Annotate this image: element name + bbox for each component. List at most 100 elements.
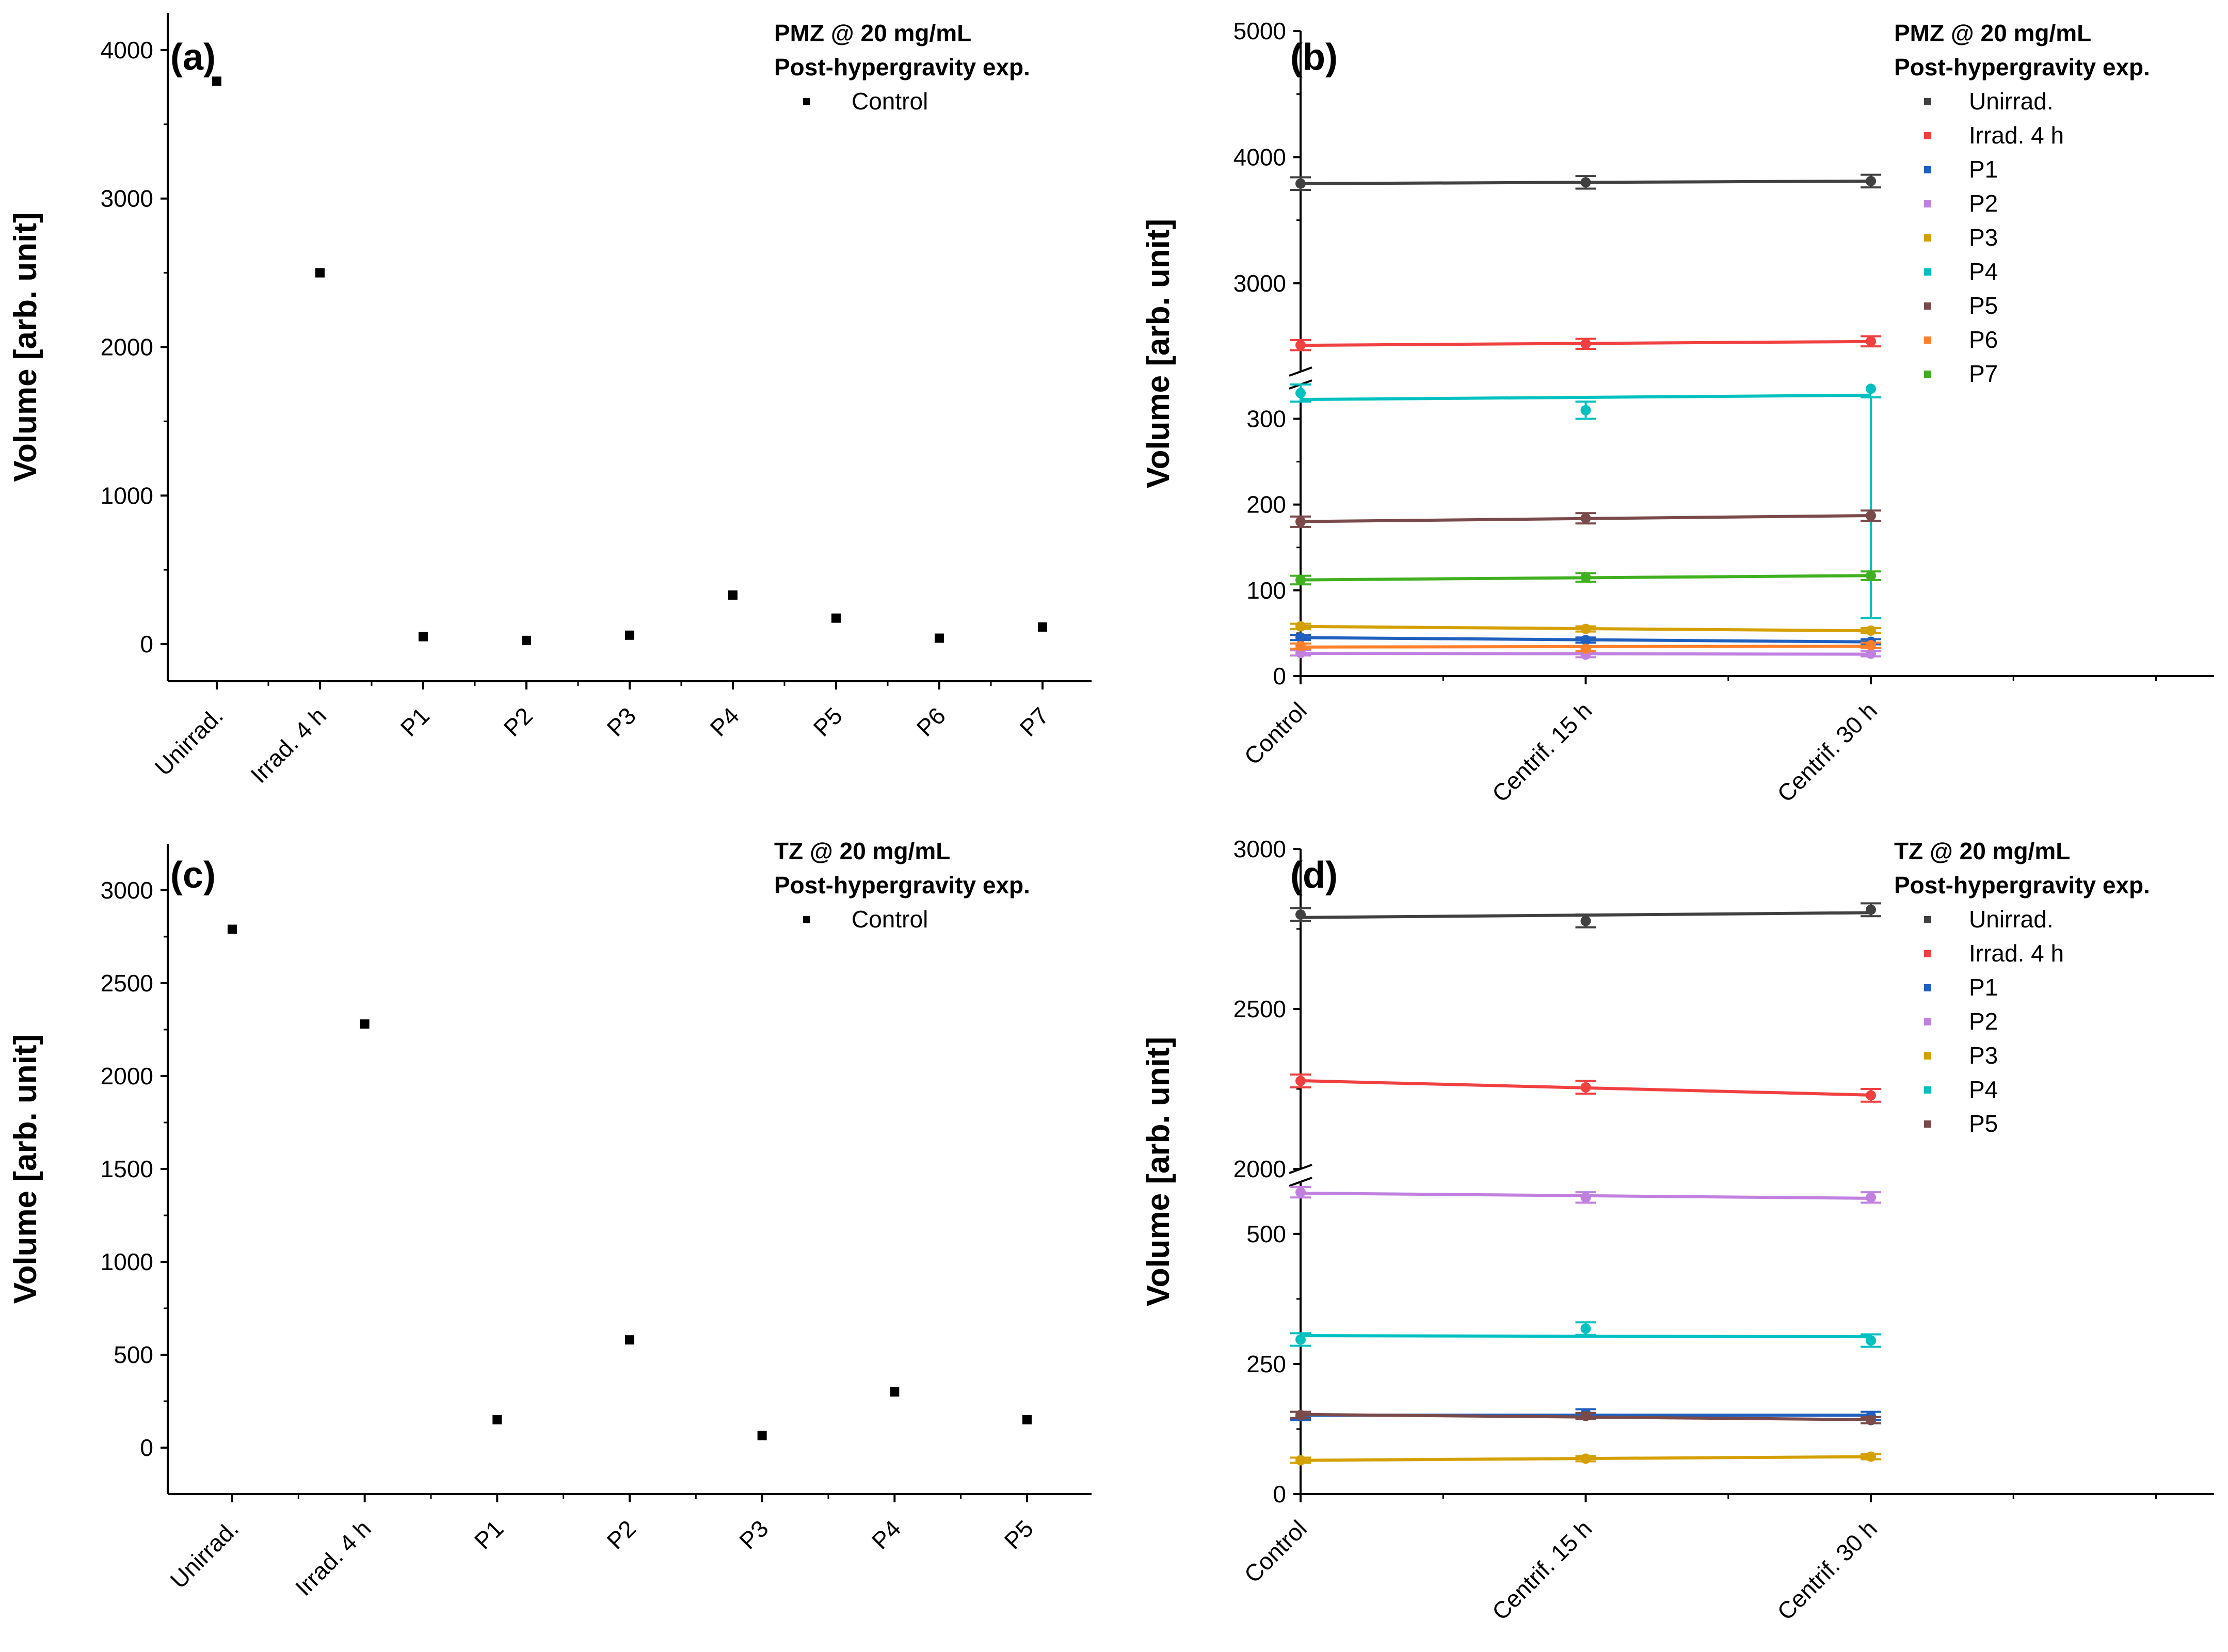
data-point xyxy=(831,613,841,623)
y-tick-label: 2000 xyxy=(1233,1156,1286,1182)
legend-marker xyxy=(1924,302,1931,310)
y-tick-label: 100 xyxy=(1246,577,1286,604)
y-tick-label: 200 xyxy=(1246,491,1286,518)
x-tick-label: P7 xyxy=(1015,702,1054,742)
y-axis-title: Volume [arb. unit] xyxy=(1141,1037,1176,1306)
data-point xyxy=(1038,622,1047,632)
y-tick-label: 4000 xyxy=(1233,143,1286,170)
series-irrad-4-h xyxy=(1290,1073,1881,1103)
series-unirrad- xyxy=(1290,173,1881,191)
data-point xyxy=(1295,388,1306,398)
data-point xyxy=(1295,1455,1306,1466)
legend-entry-label: P3 xyxy=(1969,224,1998,251)
data-point xyxy=(1295,1409,1306,1420)
data-point xyxy=(1580,177,1591,188)
legend-marker xyxy=(1924,1120,1931,1128)
x-tick-label: Irrad. 4 h xyxy=(290,1515,376,1601)
legend-marker xyxy=(803,916,810,923)
series-irrad-4-h xyxy=(1290,335,1881,351)
x-tick-label: Unirrad. xyxy=(150,702,228,780)
x-tick-label: P4 xyxy=(867,1515,906,1554)
data-point xyxy=(522,635,531,645)
x-tick-label: P1 xyxy=(395,702,435,742)
x-tick-label: P5 xyxy=(999,1515,1039,1554)
data-point xyxy=(1295,340,1306,350)
legend-marker xyxy=(1924,98,1931,105)
x-tick-label: Centrif. 15 h xyxy=(1487,1515,1597,1625)
data-point xyxy=(315,268,325,278)
legend-title: Post-hypergravity exp. xyxy=(774,54,1030,81)
data-point xyxy=(1580,643,1591,654)
legend-title: Post-hypergravity exp. xyxy=(1894,54,2150,81)
legend-entry-label: Control xyxy=(852,906,928,933)
y-tick-label: 3000 xyxy=(101,877,153,904)
legend-title: PMZ @ 20 mg/mL xyxy=(1894,20,2091,46)
data-point xyxy=(419,632,428,641)
data-point xyxy=(1580,1192,1591,1203)
y-tick-label: 300 xyxy=(1246,405,1286,432)
axis-break-mark xyxy=(1289,366,1312,377)
y-tick-label: 3000 xyxy=(101,185,153,212)
series-p4 xyxy=(1290,383,1881,619)
data-point xyxy=(1580,1410,1591,1421)
legend-entry-label: P4 xyxy=(1969,1076,1998,1103)
y-tick-label: 500 xyxy=(114,1341,153,1368)
data-point xyxy=(890,1387,900,1397)
x-tick-label: Irrad. 4 h xyxy=(245,702,331,788)
y-tick-label: 0 xyxy=(1273,1481,1286,1507)
data-point xyxy=(625,630,634,640)
data-point xyxy=(1580,1082,1591,1093)
series-unirrad- xyxy=(1290,902,1881,928)
data-point xyxy=(1295,909,1306,920)
data-point xyxy=(1866,625,1876,636)
x-tick-label: P1 xyxy=(469,1515,509,1554)
y-tick-label: 5000 xyxy=(1233,18,1286,44)
data-point xyxy=(1580,916,1591,926)
y-axis-title: Volume [arb. unit] xyxy=(8,212,43,482)
legend-entry-label: P1 xyxy=(1969,156,1998,183)
data-point xyxy=(1295,632,1306,643)
legend-marker xyxy=(1924,916,1931,923)
data-point xyxy=(360,1019,370,1029)
x-tick-label: P4 xyxy=(705,702,745,742)
legend-entry-label: Irrad. 4 h xyxy=(1969,940,2064,967)
data-point xyxy=(1866,1090,1876,1101)
data-point xyxy=(1580,1453,1591,1464)
data-point xyxy=(1866,383,1876,394)
series-control xyxy=(212,76,1047,645)
y-tick-label: 0 xyxy=(140,631,153,657)
y-tick-label: 3000 xyxy=(1233,270,1286,297)
legend-entry-label: P7 xyxy=(1969,360,1998,387)
y-tick-label: 4000 xyxy=(101,37,153,63)
data-point xyxy=(1580,635,1591,646)
y-tick-label: 1500 xyxy=(101,1156,153,1182)
data-point xyxy=(1580,1323,1591,1334)
legend-marker xyxy=(1924,371,1931,378)
series-p7 xyxy=(1290,570,1881,586)
x-tick-label: P2 xyxy=(602,1515,642,1554)
legend-title: TZ @ 20 mg/mL xyxy=(1894,838,2070,864)
legend-title: Post-hypergravity exp. xyxy=(1894,872,2150,899)
x-tick-label: P6 xyxy=(911,702,951,742)
data-point xyxy=(1866,1192,1876,1203)
legend-marker xyxy=(1924,234,1931,242)
x-tick-label: Control xyxy=(1239,697,1312,770)
data-point xyxy=(728,590,738,600)
data-point xyxy=(935,633,944,643)
legend-marker xyxy=(1924,1052,1931,1060)
legend-entry-label: P2 xyxy=(1969,1008,1998,1035)
legend-marker xyxy=(803,98,810,105)
y-tick-label: 0 xyxy=(140,1434,153,1461)
panel-label: (d) xyxy=(1290,855,1338,896)
legend-marker xyxy=(1924,268,1931,276)
legend-entry-label: P1 xyxy=(1969,974,1998,1001)
data-point xyxy=(1295,1187,1306,1198)
legend-entry-label: P5 xyxy=(1969,292,1998,319)
legend-entry-label: Control xyxy=(852,88,928,115)
data-point xyxy=(1295,178,1306,189)
y-axis-title: Volume [arb. unit] xyxy=(1141,219,1176,488)
x-tick-label: P5 xyxy=(808,702,848,742)
y-tick-label: 500 xyxy=(1246,1221,1286,1247)
data-point xyxy=(1866,1335,1876,1346)
legend-entry-label: P2 xyxy=(1969,190,1998,217)
